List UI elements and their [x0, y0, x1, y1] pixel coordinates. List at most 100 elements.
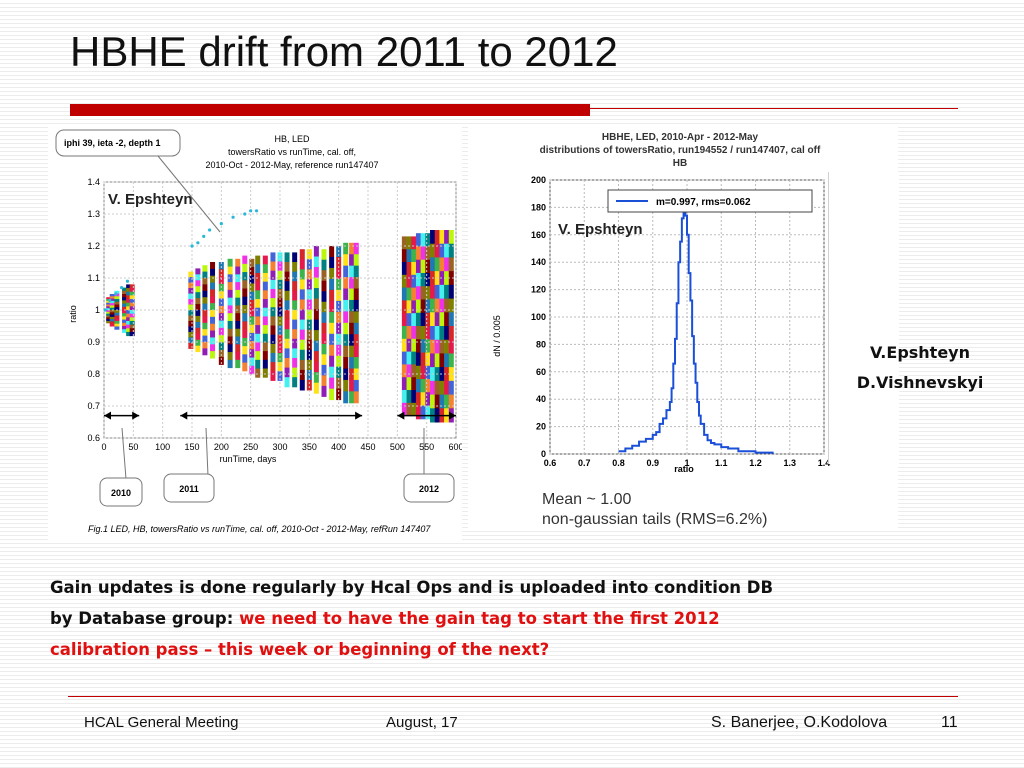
- chart1-band-segment: [188, 326, 194, 333]
- chart1-band-segment: [188, 304, 194, 311]
- chart1-band-segment: [210, 275, 216, 284]
- chart1-band-segment: [321, 385, 327, 397]
- chart1-band-segment: [235, 320, 241, 330]
- chart1-band-segment: [277, 352, 283, 363]
- chart1-band-segment: [235, 313, 241, 322]
- chart1-x-tick-label: 350: [302, 442, 317, 452]
- chart1-band-segment: [249, 349, 255, 359]
- chart1-band-segment: [415, 259, 421, 274]
- chart1-highlight-point: [254, 209, 259, 213]
- chart2-subtitle-2: HB: [673, 158, 687, 169]
- chart1-band-segment: [349, 277, 355, 290]
- chart1-band-segment: [249, 258, 255, 268]
- chart1-band-segment: [415, 352, 421, 367]
- chart1-band-segment: [188, 293, 194, 300]
- chart1-band-segment: [126, 306, 132, 311]
- chart1-y-tick-label: 1.2: [87, 241, 100, 251]
- chart1-band-segment: [106, 308, 112, 311]
- chart1-band-segment: [277, 252, 283, 263]
- chart1-x-tick-label: 450: [360, 442, 375, 452]
- chart1-band-segment: [343, 299, 349, 312]
- chart1-band-segment: [284, 310, 290, 321]
- chart1-band-segment: [353, 277, 359, 290]
- chart1-band-segment: [255, 316, 261, 326]
- period-arrow-head-right: [132, 411, 140, 420]
- chart1-x-tick-label: 400: [331, 442, 346, 452]
- period-arrow-head-left: [180, 411, 188, 420]
- chart1-band-segment: [401, 390, 407, 404]
- chart1-band-segment: [249, 341, 255, 350]
- chart1-band-segment: [242, 255, 248, 265]
- chart1-band-segment: [114, 315, 120, 319]
- chart1-band-segment: [430, 339, 436, 354]
- chart1-band-segment: [425, 405, 431, 420]
- chart1-band-segment: [430, 230, 436, 245]
- chart1-band-segment: [411, 249, 417, 263]
- chart1-band-segment: [292, 281, 298, 292]
- chart1-band-segment: [106, 320, 112, 324]
- chart1-band-segment: [321, 291, 327, 303]
- chart1-band-segment: [114, 318, 120, 322]
- chart1-band-segment: [255, 333, 261, 343]
- chart1-band-segment: [313, 277, 319, 289]
- chart1-band-segment: [270, 325, 276, 336]
- chart1-band-segment: [329, 278, 335, 291]
- chart1-band-segment: [129, 328, 135, 333]
- chart1-band-segment: [425, 352, 431, 367]
- chart1-band-segment: [106, 315, 112, 318]
- chart1-band-segment: [255, 307, 261, 317]
- chart1-band-segment: [202, 322, 208, 330]
- chart1-band-segment: [255, 325, 261, 335]
- chart1-band-segment: [439, 353, 445, 368]
- chart1-band-segment: [262, 307, 268, 317]
- chart1-band-segment: [292, 348, 298, 359]
- chart1-band-segment: [122, 290, 128, 295]
- chart1-highlight-point: [196, 241, 200, 245]
- chart1-band-segment: [126, 331, 132, 337]
- author-list: V.Epshteyn D.Vishnevskyi: [845, 338, 995, 398]
- chart1-band-segment: [277, 343, 283, 354]
- chart1-band-segment: [343, 379, 349, 392]
- chart1-band-segment: [202, 342, 208, 349]
- chart1-band-segment: [448, 257, 454, 272]
- chart1-band-segment: [434, 243, 440, 258]
- chart1-x-tick-label: 150: [184, 442, 199, 452]
- chart1-band-segment: [129, 306, 135, 311]
- chart1-band-segment: [313, 361, 319, 373]
- chart1-band-segment: [448, 243, 454, 258]
- chart1-band-segment: [343, 322, 349, 335]
- chart1-band-segment: [242, 354, 248, 364]
- chart1-band-segment: [122, 294, 128, 298]
- chart1-band-segment: [401, 377, 407, 391]
- chart1-band-segment: [109, 321, 115, 325]
- chart1-band-segment: [270, 362, 276, 372]
- chart1-band-segment: [444, 353, 450, 368]
- chart1-caption: Fig.1 LED, HB, towersRatio vs runTime, c…: [88, 524, 431, 534]
- chart1-band-segment: [306, 279, 312, 290]
- chart1-band-segment: [444, 367, 450, 382]
- body-text-highlight: we need to have the gain tag to start th…: [50, 609, 720, 659]
- chart1-band-segment: [406, 236, 412, 250]
- chart1-highlight-point: [202, 234, 206, 238]
- chart1-band-segment: [425, 272, 431, 287]
- chart2-legend-box: [607, 189, 813, 213]
- chart1-band-segment: [406, 351, 412, 365]
- chart1-band-segment: [227, 274, 233, 283]
- chart1-band-segment: [343, 345, 349, 358]
- chart1-band-segment: [444, 230, 450, 245]
- chart1-band-segment: [353, 288, 359, 301]
- chart1-band-segment: [292, 329, 298, 340]
- histogram-series-line: [618, 211, 774, 454]
- chart1-x-tick-label: 200: [214, 442, 229, 452]
- chart1-band-segment: [218, 262, 224, 270]
- chart1-band-segment: [321, 354, 327, 366]
- chart1-band-segment: [188, 342, 194, 349]
- body-text-black: Gain updates is done regularly by Hcal O…: [50, 578, 774, 628]
- chart1-band-segment: [129, 317, 135, 322]
- chart1-band-segment: [411, 274, 417, 289]
- chart1-band-segment: [420, 379, 426, 393]
- chart1-band-segment: [106, 306, 112, 309]
- chart1-band-segment: [129, 331, 135, 337]
- chart1-band-segment: [114, 307, 120, 311]
- chart1-band-segment: [439, 312, 445, 327]
